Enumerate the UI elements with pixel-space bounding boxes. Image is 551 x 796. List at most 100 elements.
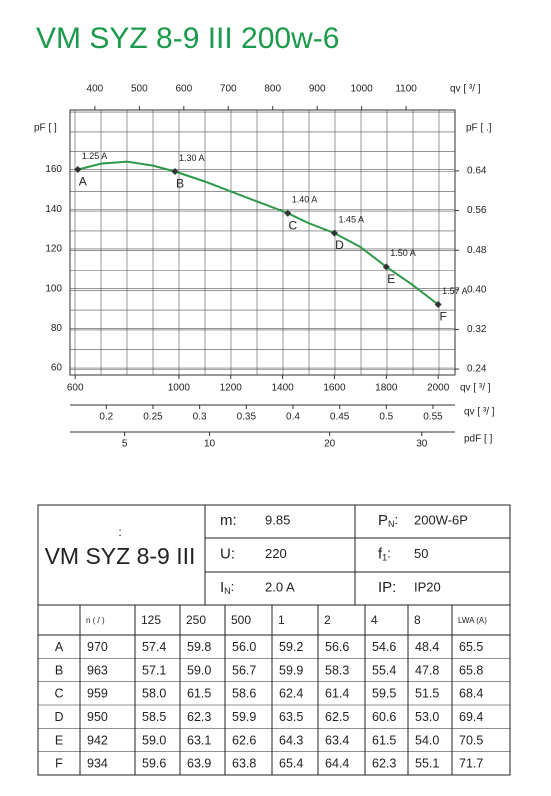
table-cell: 59.2 (279, 640, 303, 654)
table-cell: 61.5 (187, 687, 211, 701)
spec-label-sub: N (388, 519, 395, 529)
top-tick-label: 500 (131, 84, 148, 95)
axis-tick-label: 20 (324, 439, 336, 450)
y-tick-label: 140 (45, 204, 62, 215)
spec-value: 2.0 A (265, 579, 295, 594)
table-cell: 70.5 (459, 733, 483, 747)
table-cell: 69.4 (459, 710, 483, 724)
spec-value: 200W-6P (414, 512, 468, 527)
table-header: 1 (278, 613, 285, 627)
table-header: 125 (141, 613, 161, 627)
table-header: 2 (324, 613, 331, 627)
table-cell: 71.7 (459, 757, 483, 771)
y-tick-label: 100 (45, 283, 62, 294)
top-tick-label: 700 (220, 84, 237, 95)
table-header: 8 (414, 613, 421, 627)
table-cell: 63.5 (279, 710, 303, 724)
spec-label: IP: (378, 579, 396, 596)
spec-label: IN: (220, 579, 234, 596)
spec-value: IP20 (414, 579, 441, 594)
table-cell: E (55, 733, 63, 747)
table-cell: 56.0 (232, 640, 256, 654)
table-cell: 59.6 (142, 757, 166, 771)
spec-label: U: (220, 545, 235, 562)
fan-curve (77, 160, 439, 306)
axis-tick-label: 0.5 (379, 412, 393, 423)
table-cell: 53.0 (415, 710, 439, 724)
y-tick-label: 80 (51, 323, 63, 334)
table-cell: 59.8 (187, 640, 211, 654)
x-tick-label: 1600 (323, 383, 346, 394)
spec-value: 9.85 (265, 512, 290, 527)
axis-tick-label: 0.55 (423, 412, 443, 423)
x-tick-label: 1200 (220, 383, 243, 394)
table-cell: 959 (87, 687, 108, 701)
x-axis-label: qv [ ³/ ] (460, 383, 491, 394)
plot-frame (69, 109, 456, 376)
spec-label-main: I (220, 579, 224, 596)
axis-tick-label: 0.2 (99, 412, 113, 423)
spec-label-sub: N (224, 586, 231, 596)
spec-label-main: m: (220, 512, 237, 529)
table-cell: B (55, 663, 63, 677)
operating-point (382, 263, 390, 271)
table-cell: 62.6 (232, 733, 256, 747)
table-cell: 57.1 (142, 663, 166, 677)
spec-label-main: P (378, 512, 388, 529)
table-cell: 56.6 (325, 640, 349, 654)
table-cell: 59.5 (372, 687, 396, 701)
x-tick-label: 2000 (427, 383, 450, 394)
table-header: 500 (231, 613, 251, 627)
table-cell: 64.3 (279, 733, 303, 747)
x-tick-label: 600 (67, 383, 84, 394)
spec-value: 220 (265, 546, 287, 561)
axis-label: pdF [ ] (464, 434, 493, 445)
point-annotation: 1.50 A (390, 248, 416, 258)
table-header: 250 (186, 613, 206, 627)
table-cell: 68.4 (459, 687, 483, 701)
y2-tick-label: 0.24 (467, 364, 487, 375)
table-cell: 58.3 (325, 663, 349, 677)
x-tick-label: 1400 (271, 383, 294, 394)
y2-tick-label: 0.32 (467, 324, 487, 335)
y-tick-label: 60 (51, 363, 63, 374)
axis-tick-label: 10 (204, 439, 216, 450)
table-cell: 51.5 (415, 687, 439, 701)
table-cell: 56.7 (232, 663, 256, 677)
table-cell: 60.6 (372, 710, 396, 724)
axis-tick-label: 0.35 (237, 412, 257, 423)
spec-label-main: U: (220, 545, 235, 562)
table-cell: 65.8 (459, 663, 483, 677)
top-tick-label: 900 (309, 84, 326, 95)
y2-tick-label: 0.48 (467, 245, 487, 256)
table-cell: C (54, 687, 63, 701)
table-cell: 62.5 (325, 710, 349, 724)
table-cell: 934 (87, 757, 108, 771)
top-tick-label: 800 (264, 84, 281, 95)
point-letter: A (79, 175, 87, 189)
axis-tick-label: 0.3 (193, 412, 207, 423)
top-axis-label: qv [ ³/ ] (450, 84, 481, 95)
x-tick-label: 1000 (168, 383, 191, 394)
table-cell: 58.0 (142, 687, 166, 701)
axis-tick-label: 0.25 (143, 412, 163, 423)
table-header: n ( / ) (86, 616, 105, 625)
axis-tick-label: 5 (122, 439, 128, 450)
table-cell: 950 (87, 710, 108, 724)
table-cell: 61.4 (325, 687, 349, 701)
table-cell: 970 (87, 640, 108, 654)
table-cell: 59.0 (142, 733, 166, 747)
point-annotation: 1.57 A (442, 286, 468, 296)
table-cell: 63.1 (187, 733, 211, 747)
y-tick-label: 160 (45, 164, 62, 175)
spec-label-main: f (378, 545, 383, 562)
top-tick-label: 400 (87, 84, 104, 95)
model-colon: : (118, 525, 121, 539)
table-cell: 65.4 (279, 757, 303, 771)
point-letter: C (288, 218, 297, 232)
table-cell: 963 (87, 663, 108, 677)
axis-label: qv [ ³/ ] (464, 407, 495, 418)
table-header: 4 (371, 613, 378, 627)
axis-tick-label: 30 (416, 439, 428, 450)
